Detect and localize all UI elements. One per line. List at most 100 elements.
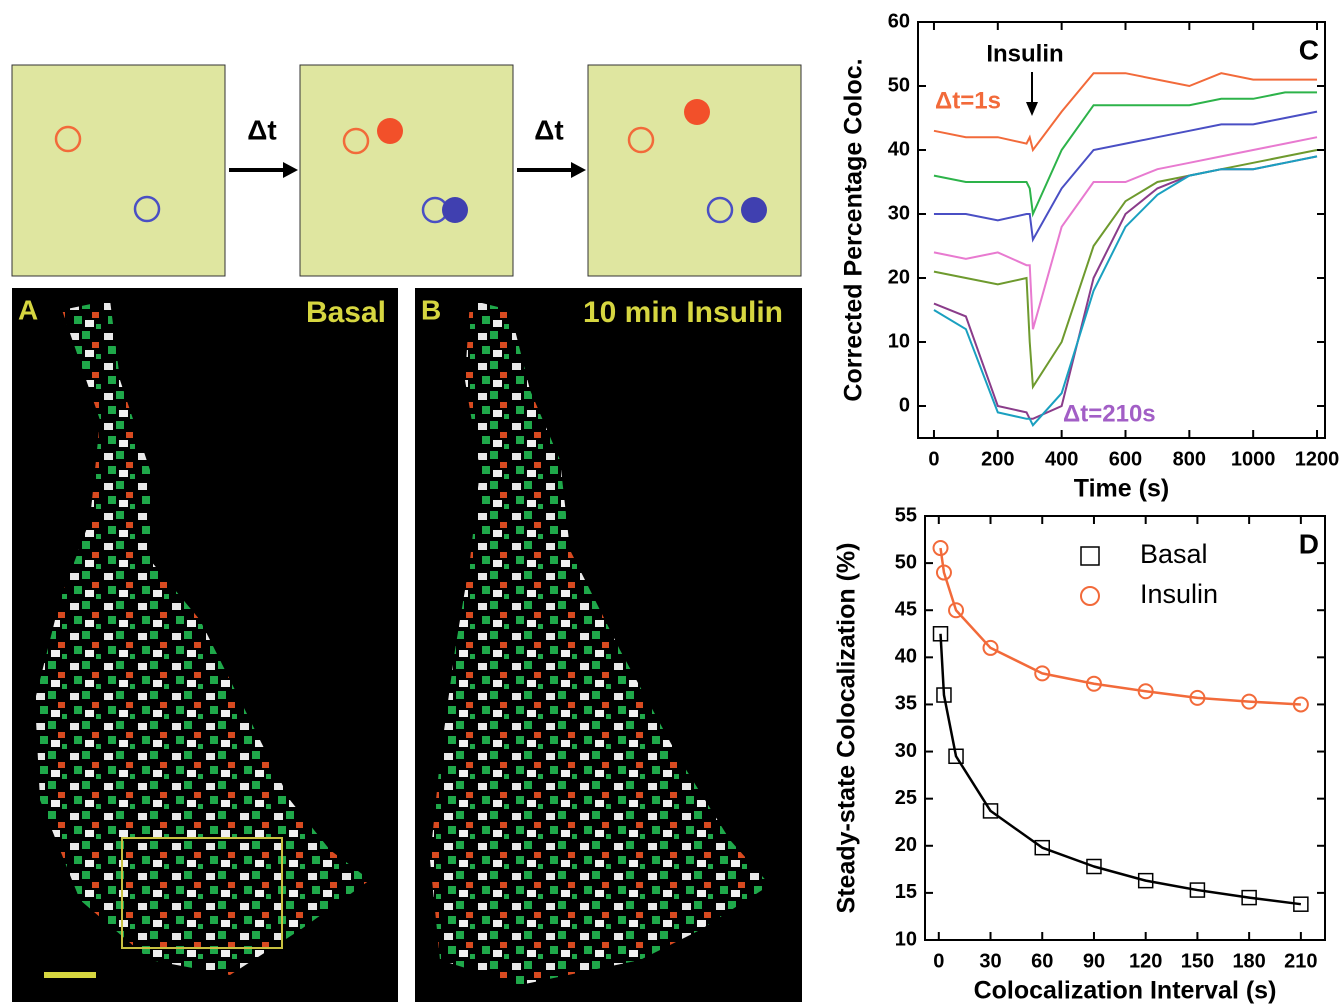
- y-tick-label: 50: [895, 551, 917, 573]
- plot-frame: [917, 21, 1326, 439]
- x-tick-label: 600: [1109, 448, 1142, 470]
- series-line: [933, 91, 1318, 218]
- panel-title: 10 min Insulin: [583, 296, 783, 329]
- data-point: [935, 564, 952, 581]
- frame: [299, 64, 514, 277]
- y-tick-label: 45: [895, 599, 917, 621]
- x-tick-label: 400: [1045, 448, 1078, 470]
- cell: [35, 300, 370, 975]
- data-point: [1137, 683, 1154, 700]
- series-line: [933, 149, 1318, 390]
- series-line: [933, 72, 1318, 153]
- plot-frame: [924, 515, 1326, 941]
- data-point: [982, 639, 999, 656]
- data-point: [1293, 896, 1309, 912]
- y-tick-label: 25: [895, 787, 917, 809]
- y-axis-label: Corrected Percentage Coloc.: [840, 58, 868, 401]
- y-tick-label: 20: [888, 266, 910, 288]
- frame: [11, 64, 226, 277]
- legend-symbol: [1080, 586, 1100, 606]
- data-point: [1086, 858, 1102, 875]
- legend-label: Basal: [1140, 539, 1208, 569]
- roi-box: [121, 837, 283, 949]
- data-point: [1085, 675, 1102, 692]
- y-tick-label: 30: [888, 202, 910, 224]
- data-point: [982, 803, 999, 819]
- y-axis-label: Steady-state Colocalization (%): [833, 543, 861, 914]
- series-line: [933, 155, 1318, 420]
- data-point: [948, 602, 965, 619]
- arrowhead: [283, 162, 298, 178]
- data-point: [1241, 693, 1258, 710]
- data-point: [932, 540, 949, 557]
- cell: [430, 300, 770, 985]
- x-tick-label: 90: [1083, 950, 1105, 972]
- dot: [684, 99, 710, 125]
- x-tick-label: 30: [979, 950, 1001, 972]
- dot: [377, 118, 403, 144]
- annotation: Insulin: [986, 40, 1063, 67]
- x-tick-label: 0: [928, 448, 939, 470]
- schematic: Δt Δt: [11, 64, 802, 277]
- x-tick-label: 210: [1284, 950, 1317, 972]
- y-tick-label: 30: [895, 740, 917, 762]
- data-point: [1034, 839, 1050, 856]
- data-point: [1034, 665, 1051, 682]
- dot: [442, 197, 468, 223]
- panel-label: D: [1299, 528, 1319, 559]
- circle: [54, 125, 82, 153]
- frame: [587, 64, 802, 277]
- x-tick-label: 0: [933, 950, 944, 972]
- y-tick-label: 0: [899, 394, 910, 416]
- y-tick-label: 60: [888, 10, 910, 32]
- x-tick-label: 150: [1181, 950, 1214, 972]
- circle: [706, 196, 734, 224]
- y-tick-label: 10: [895, 928, 917, 950]
- annotation: Δt=1s: [935, 87, 1001, 114]
- x-tick-label: 60: [1031, 950, 1053, 972]
- data-point: [1292, 696, 1309, 713]
- y-tick-label: 50: [888, 74, 910, 96]
- series-line: [933, 110, 1318, 243]
- panel-label: B: [421, 294, 441, 325]
- y-tick-label: 20: [895, 834, 917, 856]
- y-tick-label: 15: [895, 881, 917, 903]
- y-tick-label: 10: [888, 330, 910, 352]
- series-line: [933, 155, 1318, 427]
- x-tick-label: 1200: [1295, 448, 1340, 470]
- legend-label: Insulin: [1140, 579, 1218, 609]
- data-point: [936, 687, 952, 703]
- y-tick-label: 35: [895, 693, 917, 715]
- panel-label: A: [18, 294, 38, 325]
- panel-title: Basal: [306, 296, 386, 329]
- x-tick-label: 120: [1129, 950, 1162, 972]
- data-point: [1189, 689, 1206, 706]
- series-line: [933, 136, 1318, 330]
- circle: [342, 127, 370, 155]
- fit-curve: [939, 633, 1302, 906]
- data-point: [1189, 882, 1206, 898]
- panel-b: B 10 min Insulin: [415, 288, 802, 1002]
- x-tick-label: 800: [1173, 448, 1206, 470]
- circle: [133, 195, 161, 223]
- arrow-label: Δt: [534, 114, 563, 145]
- x-axis-label: Colocalization Interval (s): [974, 977, 1277, 1005]
- annotation-arrowhead: [1026, 102, 1038, 116]
- panel-a: A Basal: [12, 288, 398, 1002]
- x-tick-label: 1000: [1231, 448, 1276, 470]
- panel-label: C: [1299, 34, 1319, 65]
- legend-symbol: [1080, 546, 1100, 566]
- x-tick-label: 200: [981, 448, 1014, 470]
- fit-curve: [939, 547, 1301, 706]
- data-point: [1241, 889, 1257, 906]
- circle: [627, 126, 655, 154]
- dot: [741, 197, 767, 223]
- data-point: [948, 748, 964, 765]
- x-axis-label: Time (s): [1074, 475, 1169, 503]
- data-point: [932, 626, 949, 642]
- arrow-label: Δt: [247, 114, 276, 145]
- y-tick-label: 40: [888, 138, 910, 160]
- x-tick-label: 180: [1232, 950, 1265, 972]
- arrowhead: [571, 162, 586, 178]
